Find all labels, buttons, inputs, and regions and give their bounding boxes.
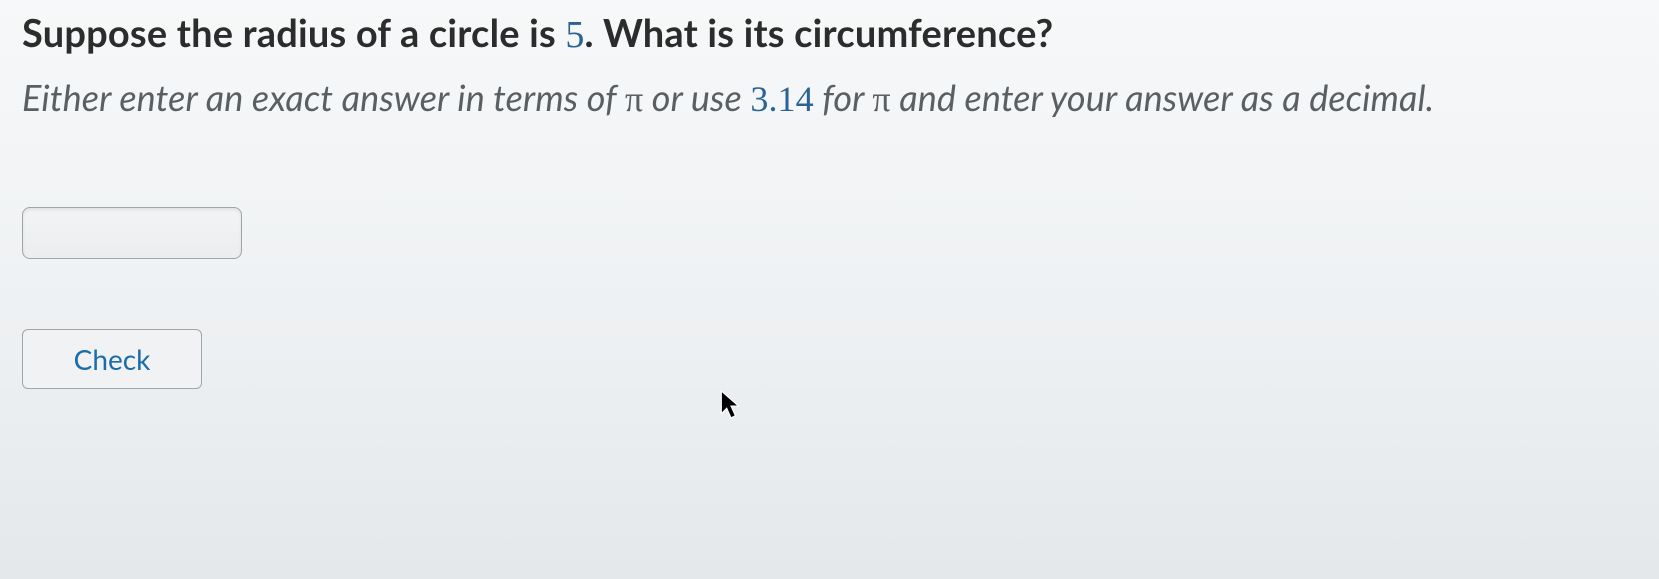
pi-symbol-1: π <box>625 79 643 119</box>
answer-input[interactable] <box>22 207 242 259</box>
instruction-text: Either enter an exact answer in terms of… <box>22 70 1637 128</box>
question-prompt: Suppose the radius of a circle is 5. Wha… <box>22 10 1637 60</box>
cursor-icon <box>720 390 742 420</box>
instruction-part4: and enter your answer as a decimal. <box>891 75 1435 119</box>
instruction-part1: Either enter an exact answer in terms of <box>22 75 625 119</box>
radius-value: 5 <box>565 14 584 56</box>
instruction-part2: or use <box>643 75 750 119</box>
pi-approx-value: 3.14 <box>750 79 813 119</box>
check-button[interactable]: Check <box>22 329 202 389</box>
question-prefix: Suppose the radius of a circle is <box>22 10 565 56</box>
instruction-part3: for <box>814 75 873 119</box>
question-suffix: . What is its circumference? <box>585 10 1054 56</box>
pi-symbol-2: π <box>872 79 890 119</box>
